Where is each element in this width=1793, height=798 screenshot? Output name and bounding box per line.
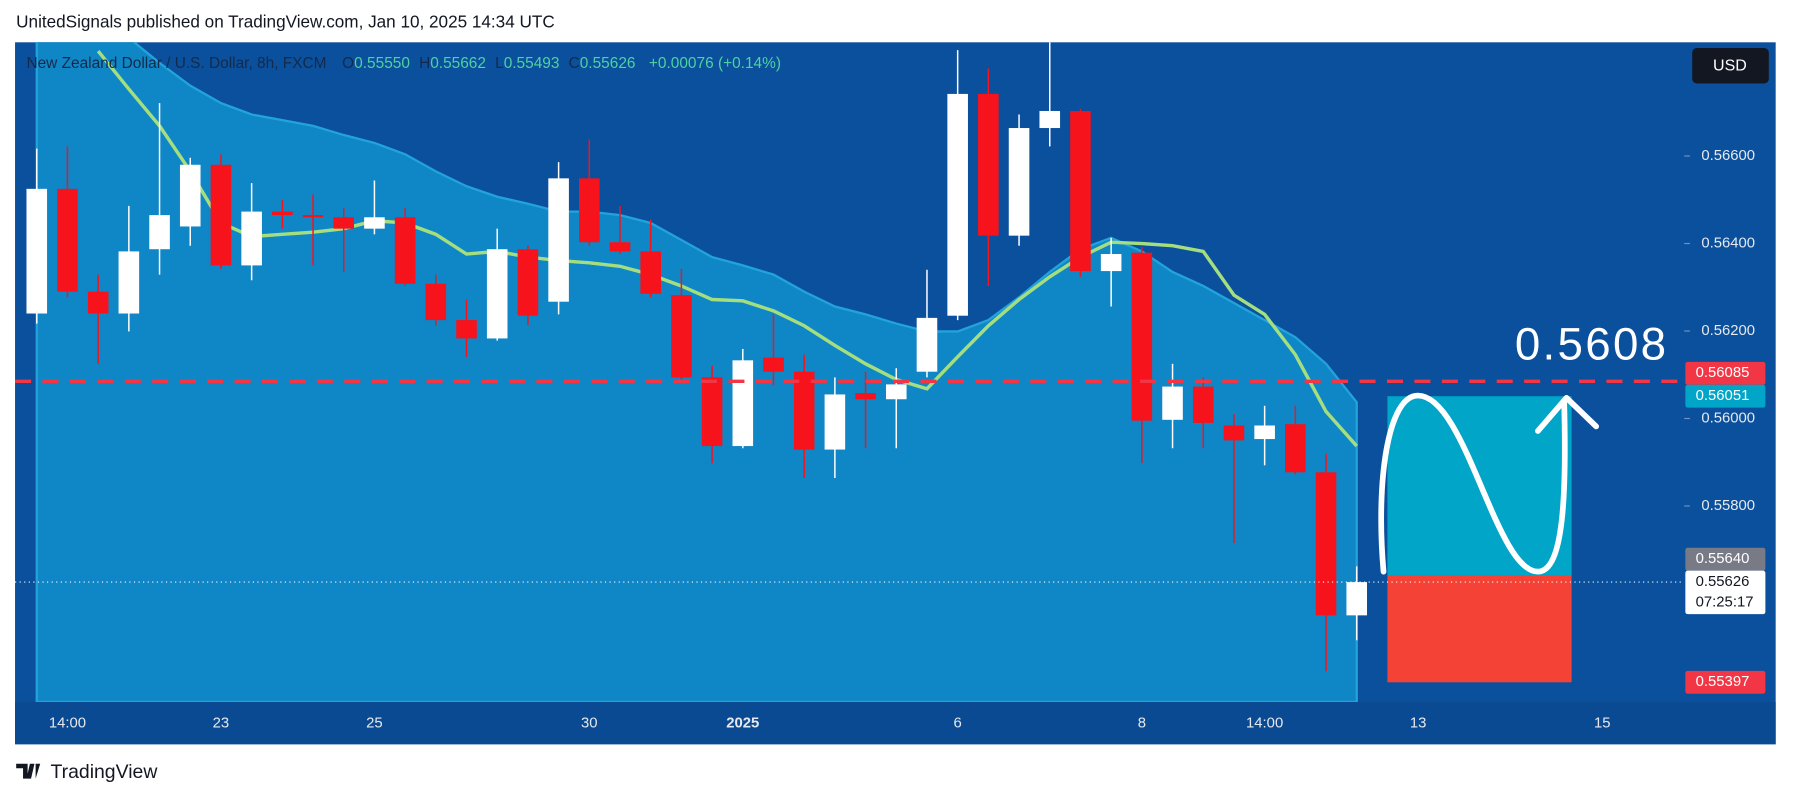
candle-body	[394, 217, 416, 284]
y-tick-label: 0.56400	[1701, 235, 1755, 251]
candle-body	[640, 251, 661, 294]
x-tick-label: 8	[1138, 716, 1146, 732]
candle-body	[671, 295, 692, 378]
candle-body	[916, 317, 938, 372]
candle-body	[272, 211, 293, 216]
candle-body	[241, 211, 262, 266]
candle-body	[1162, 386, 1183, 420]
candle-body	[425, 283, 447, 321]
x-tick-label: 30	[581, 716, 598, 732]
candle-body	[210, 164, 232, 266]
candle-body	[179, 164, 201, 227]
price-marker	[1685, 384, 1766, 408]
candle-body	[732, 360, 754, 447]
moving-average	[96, 49, 1359, 448]
candle-body	[1285, 424, 1306, 473]
candle-body	[579, 178, 600, 243]
price-marker	[1685, 570, 1766, 615]
plot-area	[26, 42, 1368, 702]
candle-body	[763, 357, 784, 372]
candle-body	[793, 371, 815, 450]
currency-label[interactable]: USD	[1713, 58, 1747, 75]
ohlc-value: 0.55662	[430, 55, 486, 72]
candle-body	[1100, 254, 1122, 272]
ohlc-values: O0.55550 H0.55662 L0.55493 C0.55626	[342, 55, 635, 72]
candle-body	[149, 215, 170, 250]
ohlc-key: L	[495, 55, 504, 72]
y-tick-label: 0.56000	[1701, 410, 1755, 426]
price-marker	[1685, 547, 1766, 571]
candle-body	[701, 377, 723, 447]
candle-body	[302, 215, 324, 218]
price-marker-label: 0.55640	[1696, 551, 1750, 567]
candle-body	[486, 249, 508, 339]
x-tick-label: 25	[366, 716, 383, 732]
change: +0.00076 (+0.14%)	[649, 55, 781, 72]
candle-body	[1039, 110, 1061, 129]
candle-body	[57, 188, 78, 292]
candle-body	[333, 217, 355, 229]
price-marker	[1685, 670, 1766, 694]
y-tick-label: 0.56600	[1701, 148, 1755, 164]
price-marker-label: 0.55626	[1696, 574, 1750, 590]
candle-body	[26, 188, 48, 314]
candle-body	[947, 93, 968, 316]
symbol-title: New Zealand Dollar / U.S. Dollar, 8h, FX…	[26, 55, 326, 72]
ohlc-value: 0.55493	[504, 55, 560, 72]
ohlc-key: O	[342, 55, 354, 72]
x-tick-label: 6	[954, 716, 962, 732]
x-tick-label: 14:00	[49, 716, 86, 732]
candle-body	[1254, 425, 1275, 440]
price-marker-label: 0.55397	[1696, 674, 1750, 690]
currency-button[interactable]	[1692, 48, 1769, 84]
ohlc-key: H	[419, 55, 430, 72]
candle-body	[364, 217, 385, 229]
price-marker-label: 0.56085	[1696, 365, 1750, 381]
candle-body	[609, 242, 631, 252]
candle-body	[824, 394, 846, 450]
candle-body	[1192, 386, 1214, 423]
symbol-legend: New Zealand Dollar / U.S. Dollar, 8h, FX…	[26, 55, 781, 72]
y-tick-label: 0.55800	[1701, 498, 1755, 514]
footer-brand: TradingView	[50, 761, 158, 783]
candle-body	[978, 93, 999, 236]
candle-body	[548, 178, 569, 302]
price-marker	[1685, 361, 1766, 385]
candle-body	[1008, 128, 1030, 236]
ohlc-key: C	[569, 55, 580, 72]
x-tick-label: 13	[1410, 716, 1427, 732]
candle-body	[456, 320, 477, 339]
drawn-arrowhead	[1535, 394, 1600, 434]
indicator-area	[35, 42, 1358, 702]
x-tick-label: 23	[213, 716, 230, 732]
x-tick-label: 15	[1594, 716, 1611, 732]
candle-body	[118, 251, 140, 314]
candle-body	[1131, 252, 1153, 421]
ohlc-value: 0.55626	[580, 55, 636, 72]
candle-body	[517, 249, 539, 316]
time-axis	[15, 701, 1776, 745]
price-annotation: 0.5608	[1515, 319, 1669, 370]
countdown: 07:25:17	[1696, 595, 1754, 611]
candle-body	[1223, 425, 1245, 441]
y-tick-label: 0.56200	[1701, 323, 1755, 339]
candle-body	[1070, 110, 1091, 272]
candle-body	[1315, 472, 1337, 616]
x-tick-label: 14:00	[1246, 716, 1283, 732]
candle-body	[87, 291, 109, 314]
x-tick-label: 2025	[726, 716, 759, 732]
drawn-curve	[1378, 392, 1568, 575]
stop-zone	[1387, 575, 1572, 683]
logo-mark	[16, 763, 41, 779]
price-marker-label: 0.56051	[1696, 388, 1750, 404]
candle-body	[885, 384, 907, 400]
ohlc-value: 0.55550	[354, 55, 410, 72]
tradingview-logo: TradingView	[16, 761, 158, 783]
candle-body	[855, 393, 876, 400]
candle-body	[1346, 582, 1368, 616]
publish-header: UnitedSignals published on TradingView.c…	[16, 11, 555, 31]
